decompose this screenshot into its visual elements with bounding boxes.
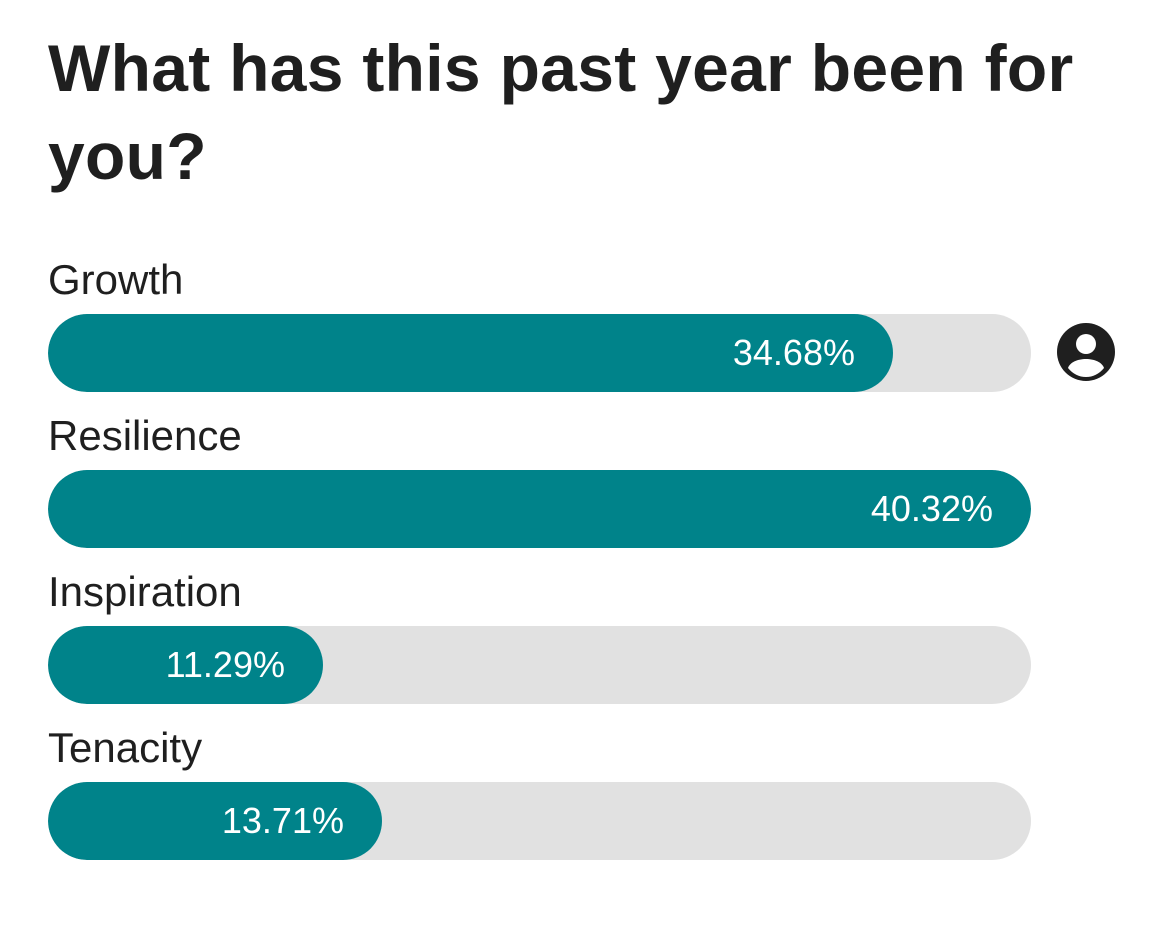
result-bar-track: 11.29% (48, 626, 1031, 704)
result-bar-track: 34.68% (48, 314, 1031, 392)
option-label: Tenacity (48, 724, 203, 771)
user-voted-icon (1057, 323, 1115, 381)
result-bar-fill: 11.29% (48, 626, 323, 704)
poll-option-growth[interactable]: Growth 34.68% (48, 258, 1128, 398)
poll-option-inspiration[interactable]: Inspiration 11.29% (48, 570, 1128, 710)
result-bar-fill: 34.68% (48, 314, 893, 392)
poll-option-tenacity[interactable]: Tenacity 13.71% (48, 726, 1128, 866)
option-percent: 13.71% (221, 800, 344, 841)
option-label: Resilience (48, 412, 242, 459)
poll-option-resilience[interactable]: Resilience 40.32% (48, 414, 1128, 554)
option-percent: 40.32% (870, 488, 993, 529)
option-label: Inspiration (48, 568, 242, 615)
result-bar-track: 13.71% (48, 782, 1031, 860)
poll-question: What has this past year been for you? (48, 31, 1074, 193)
option-percent: 11.29% (165, 644, 285, 685)
option-label: Growth (48, 256, 184, 303)
result-bar-fill: 40.32% (48, 470, 1031, 548)
result-bar-track: 40.32% (48, 470, 1031, 548)
result-bar-fill: 13.71% (48, 782, 382, 860)
option-percent: 34.68% (732, 332, 855, 373)
